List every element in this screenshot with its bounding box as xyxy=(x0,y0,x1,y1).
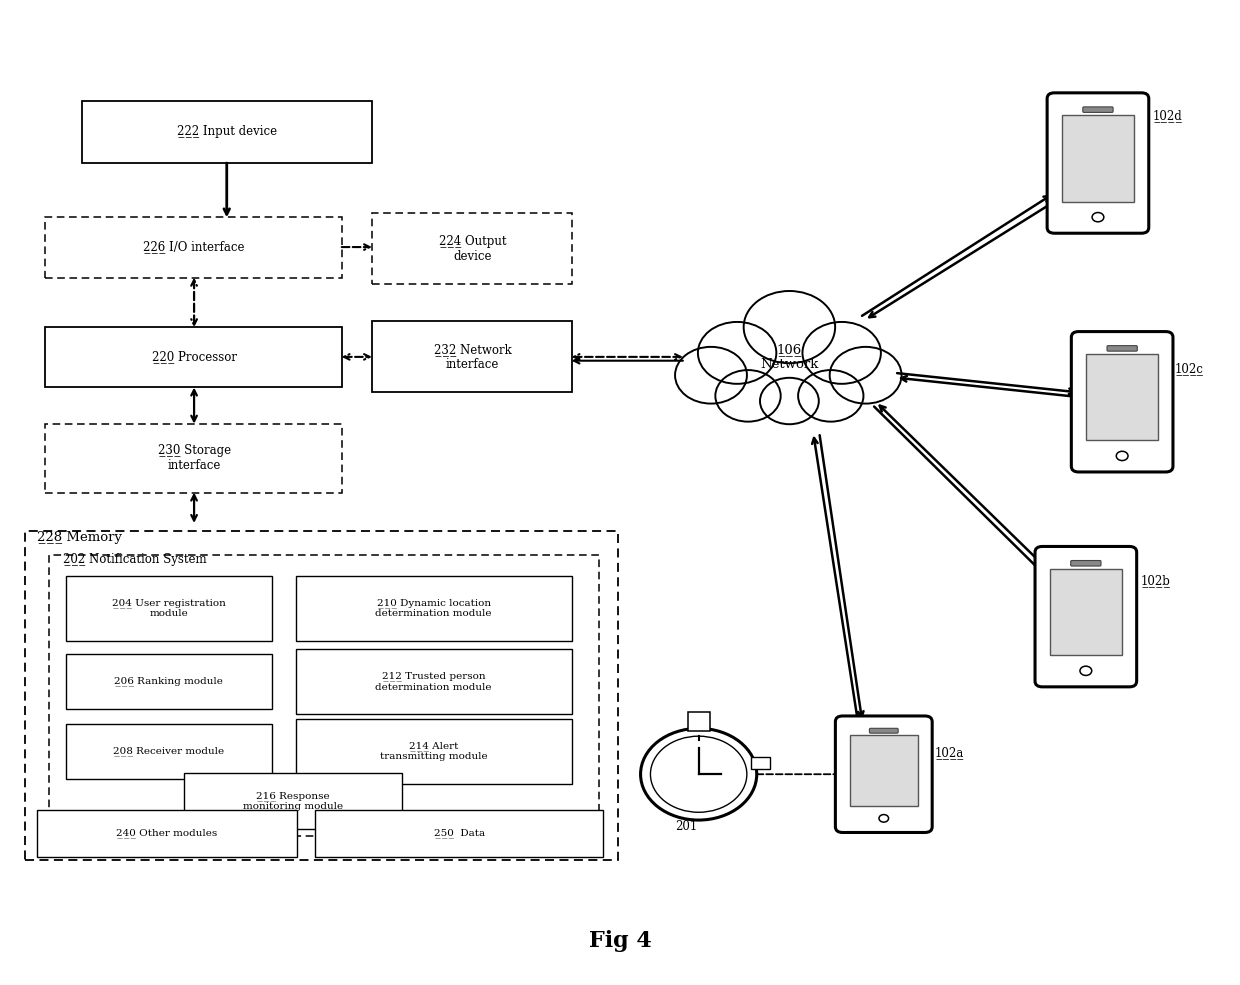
Text: 2̲0̲2̲ Notification System: 2̲0̲2̲ Notification System xyxy=(63,553,207,565)
Circle shape xyxy=(675,347,746,404)
Text: 2̲0̲4̲ User registration
module: 2̲0̲4̲ User registration module xyxy=(112,598,226,619)
FancyBboxPatch shape xyxy=(1083,107,1114,112)
Text: 1̲0̲2̲c̲: 1̲0̲2̲c̲ xyxy=(1174,361,1203,375)
Text: 1̲0̲6̲
Network: 1̲0̲6̲ Network xyxy=(760,343,818,371)
Circle shape xyxy=(641,728,756,821)
Text: 2̲4̲0̲ Other modules: 2̲4̲0̲ Other modules xyxy=(115,828,217,838)
FancyBboxPatch shape xyxy=(836,716,932,832)
Text: 2̲3̲0̲ Storage
interface: 2̲3̲0̲ Storage interface xyxy=(157,444,231,472)
FancyBboxPatch shape xyxy=(1063,115,1133,202)
FancyBboxPatch shape xyxy=(66,575,272,640)
FancyBboxPatch shape xyxy=(66,724,272,779)
FancyBboxPatch shape xyxy=(45,218,342,278)
FancyBboxPatch shape xyxy=(37,810,296,857)
FancyBboxPatch shape xyxy=(869,728,898,733)
Text: 1̲0̲2̲d̲: 1̲0̲2̲d̲ xyxy=(1152,108,1182,122)
FancyBboxPatch shape xyxy=(1071,332,1173,472)
FancyBboxPatch shape xyxy=(45,424,342,492)
FancyBboxPatch shape xyxy=(1047,93,1148,233)
Text: 2̲2̲0̲ Processor: 2̲2̲0̲ Processor xyxy=(151,351,237,363)
FancyBboxPatch shape xyxy=(1070,560,1101,566)
FancyBboxPatch shape xyxy=(25,531,618,860)
Text: 2̲0̲6̲ Ranking module: 2̲0̲6̲ Ranking module xyxy=(114,677,223,687)
Text: 2̲1̲6̲ Response
monitoring module: 2̲1̲6̲ Response monitoring module xyxy=(243,791,343,811)
Circle shape xyxy=(760,378,818,425)
FancyBboxPatch shape xyxy=(1107,346,1137,352)
FancyBboxPatch shape xyxy=(295,719,572,784)
Text: 201: 201 xyxy=(676,821,698,833)
FancyBboxPatch shape xyxy=(372,320,572,392)
Text: 2̲1̲0̲ Dynamic location
determination module: 2̲1̲0̲ Dynamic location determination mo… xyxy=(376,598,492,619)
FancyBboxPatch shape xyxy=(315,810,603,857)
FancyBboxPatch shape xyxy=(1035,547,1137,687)
FancyBboxPatch shape xyxy=(1086,354,1158,440)
Circle shape xyxy=(744,291,835,363)
FancyBboxPatch shape xyxy=(295,649,572,714)
Text: 2̲2̲6̲ I/O interface: 2̲2̲6̲ I/O interface xyxy=(144,240,244,253)
Text: 2̲2̲4̲ Output
device: 2̲2̲4̲ Output device xyxy=(439,235,506,263)
Circle shape xyxy=(698,322,776,384)
Text: 2̲0̲8̲ Receiver module: 2̲0̲8̲ Receiver module xyxy=(113,747,224,756)
Text: 2̲3̲2̲ Network
interface: 2̲3̲2̲ Network interface xyxy=(434,343,511,371)
Text: 1̲0̲2̲b̲: 1̲0̲2̲b̲ xyxy=(1141,574,1171,587)
FancyBboxPatch shape xyxy=(372,213,572,285)
Circle shape xyxy=(799,370,863,422)
Text: 1̲0̲2̲a̲: 1̲0̲2̲a̲ xyxy=(935,746,963,758)
Circle shape xyxy=(802,322,880,384)
FancyBboxPatch shape xyxy=(1050,569,1121,655)
FancyBboxPatch shape xyxy=(851,736,918,806)
FancyBboxPatch shape xyxy=(48,555,599,836)
Text: 2̲1̲4̲ Alert
transmitting module: 2̲1̲4̲ Alert transmitting module xyxy=(379,742,487,761)
FancyBboxPatch shape xyxy=(82,100,372,164)
Text: Fig 4: Fig 4 xyxy=(589,931,651,952)
FancyBboxPatch shape xyxy=(45,327,342,387)
Circle shape xyxy=(715,370,781,422)
FancyBboxPatch shape xyxy=(688,711,709,731)
FancyBboxPatch shape xyxy=(295,575,572,640)
FancyBboxPatch shape xyxy=(66,654,272,709)
Circle shape xyxy=(830,347,901,404)
FancyBboxPatch shape xyxy=(185,773,402,828)
Text: 2̲2̲2̲ Input device: 2̲2̲2̲ Input device xyxy=(176,125,277,138)
Text: 2̲1̲2̲ Trusted person
determination module: 2̲1̲2̲ Trusted person determination modu… xyxy=(376,672,492,691)
Text: 2̲2̲8̲ Memory: 2̲2̲8̲ Memory xyxy=(37,531,122,544)
FancyBboxPatch shape xyxy=(751,757,770,769)
Text: 2̲5̲0̲  Data: 2̲5̲0̲ Data xyxy=(434,828,485,838)
